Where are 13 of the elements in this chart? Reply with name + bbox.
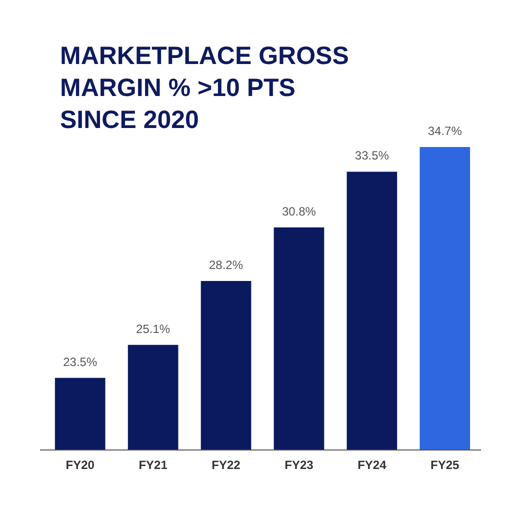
x-tick-label: FY20	[66, 458, 95, 472]
data-label: 23.5%	[63, 354, 98, 369]
data-label: 30.8%	[282, 204, 316, 218]
x-tick-label: FY25	[430, 458, 460, 472]
data-label: 33.5%	[354, 148, 390, 163]
chart-title: MARKETPLACE GROSS MARGIN % >10 PTS SINCE 2020	[60, 42, 349, 134]
x-tick-label: FY21	[138, 458, 168, 472]
data-label: 25.1%	[136, 322, 170, 336]
x-tick-label: FY24	[358, 458, 387, 472]
x-tick-label: FY23	[284, 458, 314, 472]
data-label: 28.2%	[209, 258, 244, 272]
x-tick-label: FY22	[212, 458, 241, 472]
data-label: 34.7%	[428, 124, 462, 138]
